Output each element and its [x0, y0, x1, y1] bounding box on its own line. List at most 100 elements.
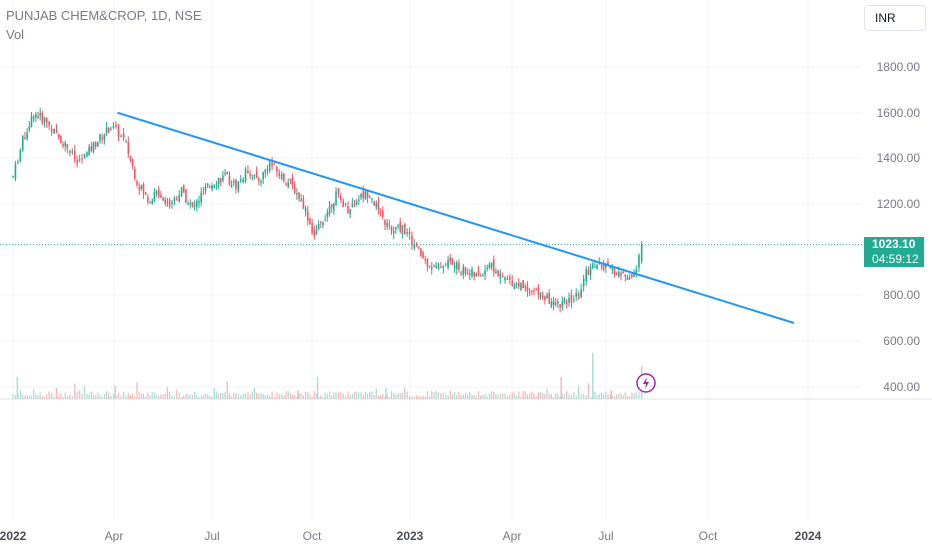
volume-bar — [413, 396, 415, 399]
candle-body — [19, 149, 22, 162]
candle-body — [554, 302, 557, 305]
volume-bar — [120, 396, 122, 399]
volume-bar — [356, 391, 358, 399]
volume-bar — [173, 396, 176, 399]
candle-body — [342, 200, 345, 208]
volume-bar — [51, 393, 53, 399]
currency-button[interactable]: INR — [864, 5, 926, 31]
candle-body — [209, 186, 211, 188]
candle-body — [417, 247, 420, 249]
candle-body — [375, 203, 378, 208]
volume-bar — [48, 391, 50, 399]
candle-body — [568, 297, 570, 303]
candle-body — [546, 294, 548, 299]
volume-bar — [209, 396, 211, 399]
candle-body — [324, 219, 326, 221]
candle-body — [92, 142, 95, 152]
volume-bar — [228, 393, 231, 399]
candle-body — [262, 172, 264, 180]
volume-bar — [58, 395, 60, 399]
volume-bar — [583, 393, 585, 399]
candle-body — [460, 272, 462, 274]
volume-bar — [169, 391, 171, 399]
candle-body — [347, 205, 349, 213]
volume-bar — [366, 393, 369, 399]
candle-body — [131, 159, 134, 167]
candle-body — [26, 132, 28, 139]
volume-bar — [388, 396, 390, 399]
candle-body — [66, 144, 69, 149]
volume-bar — [594, 391, 596, 399]
volume-bar — [112, 393, 115, 399]
volume-bar — [127, 393, 129, 399]
candle-body — [640, 244, 643, 262]
candle-body — [173, 197, 176, 202]
volume-bar — [71, 396, 73, 399]
candle-body — [444, 264, 447, 266]
candle-body — [488, 264, 491, 268]
volume-bar — [404, 387, 406, 399]
candle-body — [451, 259, 454, 265]
volume-bar — [105, 391, 108, 399]
volume-bar — [589, 396, 592, 399]
candle-body — [293, 186, 296, 194]
volume-bar — [260, 392, 262, 399]
volume-bar — [509, 394, 511, 399]
volume-bar — [337, 392, 340, 399]
candle-body — [573, 299, 575, 301]
candle-body — [273, 163, 276, 165]
volume-bar — [125, 395, 127, 399]
candle-body — [548, 292, 551, 304]
volume-bar — [607, 394, 609, 399]
volume-bar — [513, 393, 516, 399]
y-tick-label: 1800.00 — [877, 60, 921, 74]
volume-bar — [477, 391, 480, 399]
volume-bar — [415, 395, 418, 399]
candle-body — [117, 126, 120, 137]
candle-body — [611, 268, 614, 271]
volume-legend[interactable]: Vol — [6, 27, 25, 42]
candle-body — [392, 230, 395, 234]
volume-bar — [41, 395, 43, 399]
volume-spike — [560, 377, 562, 399]
volume-spike — [55, 388, 58, 399]
volume-bar — [12, 394, 14, 399]
candle-body — [171, 202, 173, 205]
candle-body — [62, 144, 64, 147]
volume-bar — [622, 395, 624, 399]
volume-bar — [331, 395, 333, 399]
volume-bar — [616, 394, 618, 399]
volume-bar — [180, 396, 183, 399]
volume-bar — [147, 392, 149, 399]
volume-bar — [386, 393, 388, 399]
volume-bar — [467, 394, 469, 399]
volume-bar — [561, 393, 563, 399]
volume-bar — [488, 394, 490, 399]
volume-bar — [546, 388, 548, 399]
volume-bar — [122, 391, 125, 399]
candle-body — [86, 152, 88, 157]
candle-body — [482, 275, 484, 277]
candle-body — [479, 275, 482, 277]
candle-body — [166, 201, 169, 203]
volume-bar — [568, 394, 570, 399]
candle-body — [283, 173, 285, 181]
volume-bar — [298, 393, 300, 399]
symbol-legend[interactable]: PUNJAB CHEM&CROP, 1D, NSE — [6, 8, 202, 23]
volume-bar — [635, 392, 637, 399]
volume-bar — [149, 395, 151, 399]
candle-body — [626, 277, 629, 280]
volume-bar — [575, 395, 577, 399]
lightning-icon[interactable] — [636, 373, 656, 393]
candle-body — [570, 294, 573, 304]
volume-bar — [304, 391, 307, 399]
x-tick-label: 2023 — [397, 529, 424, 543]
volume-bar — [66, 396, 68, 399]
candle-body — [358, 199, 360, 202]
candle-body — [322, 222, 324, 226]
volume-bar — [384, 396, 386, 399]
candle-body — [403, 224, 406, 235]
volume-bar — [86, 393, 88, 399]
volume-bar — [377, 395, 380, 399]
